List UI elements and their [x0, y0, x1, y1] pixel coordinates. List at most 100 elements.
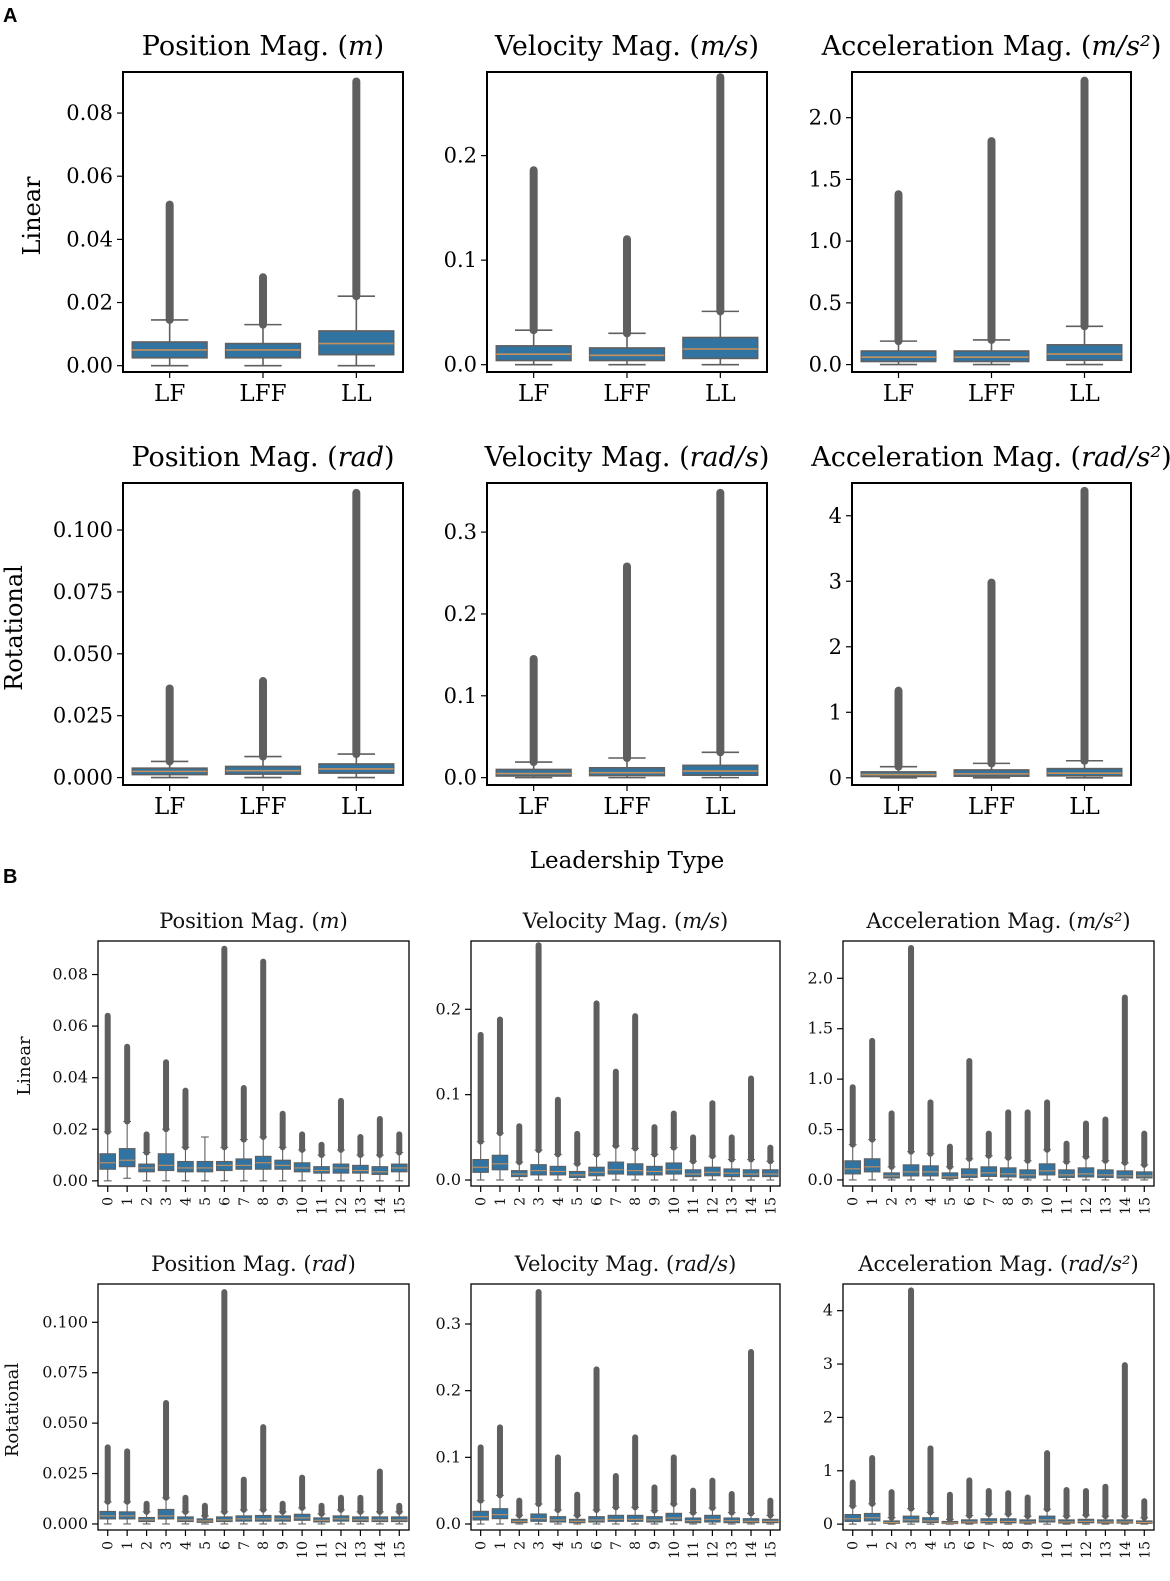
y-tick-label-6-3: 0.06	[52, 1016, 88, 1035]
y-tick-label-1-1: 0.1	[444, 248, 477, 272]
category-label-11-1: 1	[865, 1541, 881, 1550]
category-label-7-0: 0	[474, 1197, 490, 1206]
chart-title-3: Position Mag. (rad)	[131, 442, 394, 473]
category-label-9-14: 14	[373, 1541, 389, 1559]
box-10-3	[530, 1513, 547, 1522]
category-label-7-8: 8	[628, 1197, 644, 1206]
box-6-11	[313, 1166, 330, 1174]
category-label-10-7: 7	[609, 1541, 625, 1550]
category-label-9-3: 3	[159, 1541, 175, 1550]
box-7-15	[762, 1169, 779, 1178]
category-label-3-2: LL	[341, 794, 372, 820]
category-label-8-15: 15	[1137, 1197, 1153, 1215]
plot-frame-2	[851, 71, 1132, 373]
box-8-1	[863, 1158, 881, 1173]
box-5-1	[953, 769, 1030, 777]
box-8-10	[1038, 1163, 1056, 1176]
category-label-6-13: 13	[353, 1197, 369, 1215]
y-tick-label-5-0: 0	[829, 766, 842, 790]
category-label-4-0: LF	[518, 794, 549, 820]
box-4-0	[495, 768, 572, 777]
box-10-8	[626, 1514, 644, 1522]
category-label-4-2: LL	[705, 794, 736, 820]
box-8-5	[941, 1172, 959, 1179]
category-label-6-11: 11	[315, 1197, 331, 1215]
y-tick-label-10-0: 0.0	[436, 1514, 461, 1533]
box-2-0	[860, 350, 937, 363]
box-10-6	[588, 1516, 605, 1523]
category-label-10-0: 0	[474, 1541, 490, 1550]
plot-frame-11	[842, 1283, 1155, 1531]
category-label-11-11: 11	[1060, 1541, 1076, 1559]
y-tick-label-6-0: 0.00	[52, 1171, 88, 1190]
y-tick-label-11-3: 3	[823, 1354, 833, 1373]
box-8-6	[961, 1168, 978, 1178]
box-6-14	[371, 1166, 389, 1175]
box-4-2	[682, 764, 759, 776]
y-tick-label-10-2: 0.2	[436, 1381, 461, 1400]
box-9-4	[177, 1516, 194, 1523]
box-7-8	[626, 1163, 644, 1176]
category-label-9-1: 1	[120, 1541, 136, 1550]
category-label-4-1: LFF	[603, 794, 650, 820]
category-label-9-4: 4	[178, 1541, 194, 1550]
category-label-10-10: 10	[667, 1541, 683, 1559]
category-label-11-4: 4	[923, 1541, 939, 1550]
box-10-4	[549, 1516, 567, 1523]
category-label-8-12: 12	[1079, 1197, 1095, 1215]
category-label-7-10: 10	[667, 1197, 683, 1215]
category-label-2-2: LL	[1069, 381, 1100, 407]
box-7-12	[704, 1166, 721, 1177]
category-label-11-10: 10	[1040, 1541, 1056, 1559]
y-tick-label-1-0: 0.0	[444, 353, 477, 377]
y-tick-label-6-1: 0.02	[52, 1119, 88, 1138]
y-tick-label-11-2: 2	[823, 1407, 833, 1426]
category-label-6-14: 14	[373, 1197, 389, 1215]
box-7-7	[607, 1161, 625, 1175]
category-label-9-2: 2	[140, 1541, 156, 1550]
box-8-15	[1135, 1171, 1153, 1179]
y-tick-label-5-2: 2	[829, 635, 842, 659]
y-tick-label-7-2: 0.2	[436, 999, 461, 1018]
chart-title-10: Velocity Mag. (rad/s)	[514, 1252, 737, 1276]
y-tick-label-3-4: 0.100	[53, 518, 113, 542]
y-tick-label-9-4: 0.100	[42, 1312, 88, 1331]
row-label-b-rotational: Rotational	[2, 1363, 23, 1458]
chart-8: Acceleration Mag. (m/s²) 0.0 0.5 1.0 1.5 2.0 0…	[808, 909, 1155, 1215]
category-label-7-4: 4	[551, 1197, 567, 1206]
category-label-7-9: 9	[647, 1197, 663, 1206]
category-label-6-4: 4	[178, 1197, 194, 1206]
row-label-a-rotational: Rotational	[0, 565, 28, 691]
box-8-3	[902, 1164, 920, 1177]
category-label-11-0: 0	[846, 1541, 862, 1550]
y-tick-label-0-2: 0.04	[66, 227, 113, 251]
box-6-6	[216, 1160, 233, 1172]
category-label-8-10: 10	[1040, 1197, 1056, 1215]
box-7-9	[646, 1165, 663, 1176]
y-tick-label-0-0: 0.00	[66, 354, 113, 378]
box-7-3	[530, 1164, 547, 1176]
box-11-10	[1038, 1515, 1056, 1523]
y-tick-label-9-0: 0.000	[42, 1514, 88, 1533]
y-tick-label-9-2: 0.050	[42, 1413, 88, 1432]
y-tick-label-4-3: 0.3	[444, 520, 477, 544]
box-11-4	[922, 1517, 939, 1524]
y-tick-label-2-1: 0.5	[809, 291, 842, 315]
category-label-11-15: 15	[1137, 1541, 1153, 1559]
category-label-6-1: 1	[120, 1197, 136, 1206]
y-tick-label-5-4: 4	[829, 504, 842, 528]
chart-2: Acceleration Mag. (m/s²) 0.0 0.5 1.0 1.5 2.0 L…	[809, 31, 1162, 407]
category-label-10-5: 5	[570, 1541, 586, 1550]
category-label-9-11: 11	[315, 1541, 331, 1559]
box-9-14	[371, 1516, 389, 1523]
plot-frame-5	[851, 482, 1132, 786]
box-8-0	[844, 1160, 862, 1175]
category-label-2-0: LF	[883, 381, 914, 407]
box-8-4	[922, 1165, 939, 1177]
category-label-6-0: 0	[101, 1197, 117, 1206]
box-8-11	[1058, 1169, 1075, 1178]
category-label-8-2: 2	[885, 1197, 901, 1206]
chart-1: Velocity Mag. (m/s) 0.0 0.1 0.2 LF LFF LL	[444, 31, 768, 407]
